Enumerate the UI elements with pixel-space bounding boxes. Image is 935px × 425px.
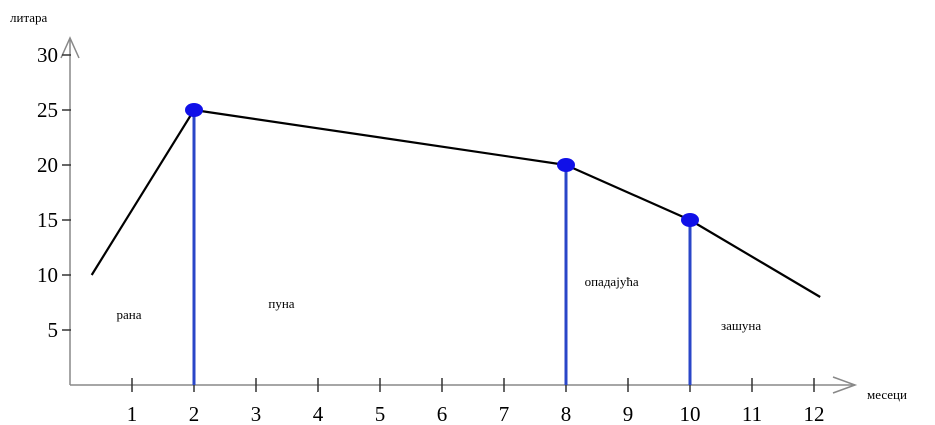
x-tick-label: 11 xyxy=(742,402,762,425)
x-tick-label: 1 xyxy=(127,402,138,425)
y-tick-label: 30 xyxy=(37,43,58,67)
phase-divider-lines xyxy=(194,110,690,385)
data-point-marker xyxy=(557,158,575,172)
phase-label: опадајућа xyxy=(585,274,639,289)
series-lines xyxy=(92,110,821,297)
x-tick-label: 6 xyxy=(437,402,448,425)
x-tick-label: 8 xyxy=(561,402,572,425)
y-tick-label: 25 xyxy=(37,98,58,122)
x-tick-label: 2 xyxy=(189,402,200,425)
y-tick-label: 5 xyxy=(48,318,59,342)
phase-label: зашуна xyxy=(721,318,761,333)
x-tick-label: 4 xyxy=(313,402,324,425)
phase-label: пуна xyxy=(268,296,294,311)
x-axis-title: месеци xyxy=(867,387,907,402)
data-point-markers xyxy=(185,103,699,227)
phase-annotations: рана пуна опадајућа зашуна xyxy=(117,274,762,333)
series-line xyxy=(92,110,821,297)
y-tick-label: 20 xyxy=(37,153,58,177)
x-tick-label: 12 xyxy=(804,402,825,425)
x-tick-label: 9 xyxy=(623,402,634,425)
data-point-marker xyxy=(681,213,699,227)
phase-label: рана xyxy=(117,307,142,322)
x-tick-label: 7 xyxy=(499,402,510,425)
y-tick-label: 10 xyxy=(37,263,58,287)
x-tick-label: 3 xyxy=(251,402,262,425)
y-tick-label: 15 xyxy=(37,208,58,232)
data-point-marker xyxy=(185,103,203,117)
x-tick-label: 5 xyxy=(375,402,386,425)
axes xyxy=(61,38,855,393)
y-axis-title: литара xyxy=(10,10,48,25)
x-tick-label: 10 xyxy=(680,402,701,425)
y-ticks: 5 10 15 20 25 30 xyxy=(37,43,71,342)
